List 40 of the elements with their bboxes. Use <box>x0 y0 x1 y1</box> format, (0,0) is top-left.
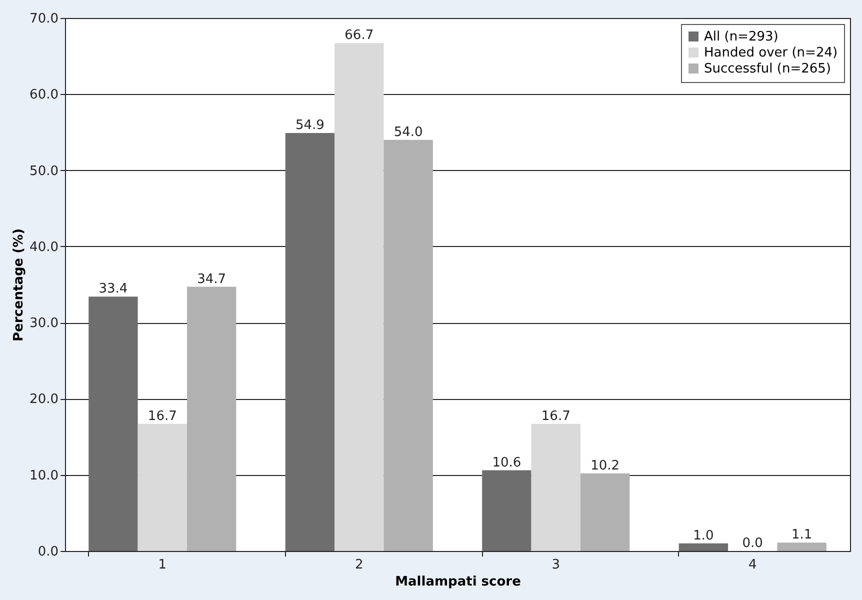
y-tick-label: 30.0 <box>30 316 58 332</box>
x-tick-label: 4 <box>748 558 757 572</box>
data-label: 16.7 <box>541 408 570 424</box>
data-label: 1.0 <box>693 528 714 544</box>
data-label: 1.1 <box>791 528 812 543</box>
y-tick-label: 50.0 <box>30 164 58 179</box>
data-label: 34.7 <box>197 272 226 287</box>
y-tick-label: 20.0 <box>30 392 58 408</box>
data-label: 0.0 <box>742 536 763 551</box>
y-tick-label: 70.0 <box>30 12 58 26</box>
data-label: 10.2 <box>590 458 620 474</box>
legend-label: Successful (n=265) <box>704 62 831 76</box>
y-tick-label: 0.0 <box>38 544 58 560</box>
bar <box>88 296 138 551</box>
x-tick-label: 3 <box>552 558 560 572</box>
y-axis-title: Percentage (%) <box>12 228 27 342</box>
data-label: 54.9 <box>295 118 324 133</box>
data-label: 16.7 <box>148 408 177 424</box>
data-label: 33.4 <box>98 282 128 297</box>
legend-label: Handed over (n=24) <box>704 46 838 60</box>
bar <box>186 286 236 551</box>
bar <box>138 424 187 551</box>
bar <box>678 543 728 551</box>
x-axis-title: Mallampati score <box>395 574 522 590</box>
x-tick-label: 2 <box>354 558 364 572</box>
bar <box>285 132 335 551</box>
y-tick-label: 40.0 <box>30 240 58 255</box>
bar <box>580 473 630 551</box>
data-label: 10.6 <box>492 455 522 470</box>
legend-label: All (n=293) <box>704 30 778 44</box>
bar <box>384 140 433 551</box>
bar <box>777 542 826 551</box>
data-label: 54.0 <box>394 124 423 140</box>
y-tick-label: 10.0 <box>30 468 58 484</box>
bar <box>334 43 384 551</box>
bar <box>482 470 532 551</box>
bar <box>531 424 580 551</box>
y-tick-label: 60.0 <box>30 88 58 103</box>
data-label: 66.7 <box>344 28 374 44</box>
x-tick-label: 1 <box>158 558 167 572</box>
